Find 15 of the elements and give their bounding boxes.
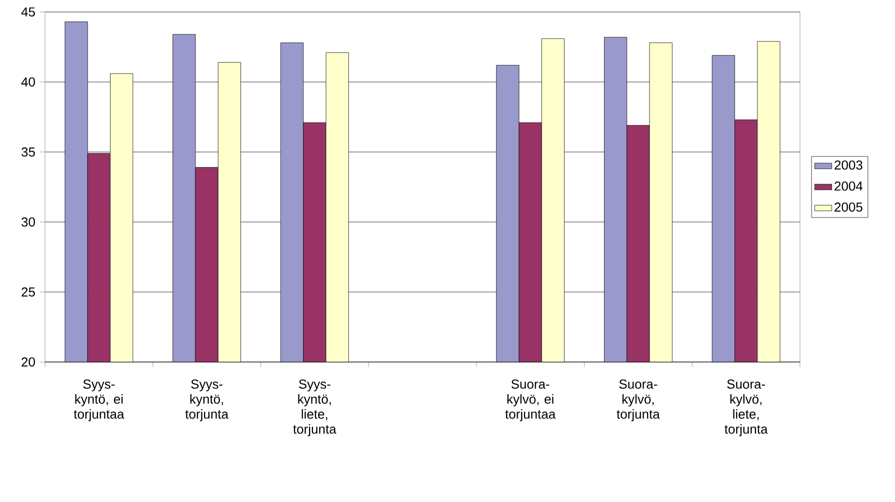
- x-tick-label: Syys-kyntö, liete, torjunta: [293, 380, 336, 436]
- x-tick-label: Syys-kyntö, ei torjuntaa: [74, 380, 124, 422]
- x-tick-label: Suora-kylvö, ei torjuntaa: [505, 380, 556, 422]
- x-tick-label: Suora-kylvö, torjunta: [616, 380, 660, 422]
- y-tick-label: 25: [22, 287, 35, 297]
- y-tick-label: 35: [22, 147, 35, 157]
- legend-label: 2003: [834, 160, 862, 170]
- legend-label: 2004: [834, 181, 863, 191]
- x-tick-label: Suora-kylvö, liete, torjunta: [724, 380, 768, 436]
- y-tick-label: 30: [22, 217, 35, 227]
- y-tick-label: 20: [22, 357, 35, 367]
- y-tick-label: 45: [21, 7, 35, 17]
- y-tick-label: 40: [21, 77, 35, 87]
- x-tick-label: Syys-kyntö, torjunta: [185, 380, 228, 422]
- legend-label: 2005: [834, 202, 862, 212]
